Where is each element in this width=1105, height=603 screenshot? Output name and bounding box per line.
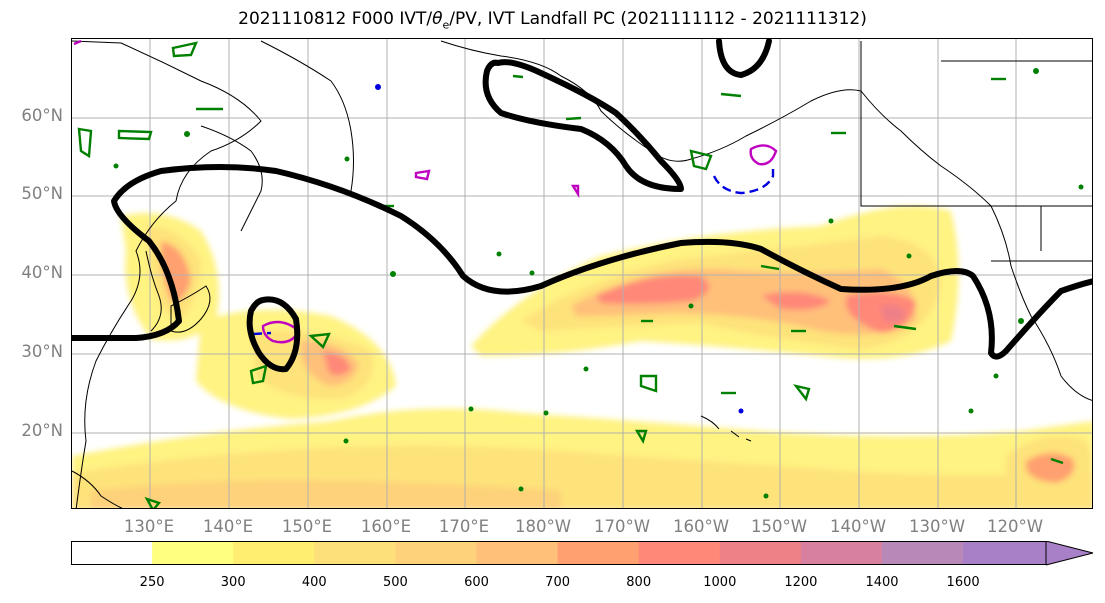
- blue-specks: [375, 84, 744, 414]
- colorbar-cell: [233, 541, 315, 565]
- colorbar-cell: [152, 541, 234, 565]
- ivt-shading: [72, 206, 1092, 508]
- colorbar-tick-label: 1400: [865, 575, 899, 590]
- colorbar-cell: [395, 541, 477, 565]
- pv-main-contour: [72, 164, 1092, 360]
- colorbar-cell: [476, 541, 559, 565]
- pv-kamchatka-contour: [716, 39, 772, 78]
- theta-e-blue-contours: [252, 169, 775, 336]
- pv-cutoff-low: [246, 296, 301, 373]
- colorbar-tick-label: 500: [382, 575, 408, 590]
- lon-label-180w: 180°W: [514, 517, 572, 536]
- lon-label-150e: 150°E: [281, 517, 333, 536]
- colorbar-tick-label: 250: [139, 575, 165, 590]
- coastlines: [72, 40, 1092, 508]
- pv-alaska-contour: [482, 59, 684, 192]
- lon-label-170e: 170°E: [438, 517, 490, 536]
- lat-label-50n: 50°N: [21, 184, 63, 203]
- lon-label-160e: 160°E: [360, 517, 412, 536]
- colorbar-cell: [71, 541, 153, 565]
- theta-e-contours: [77, 41, 1064, 508]
- map-title: 2021110812 F000 IVT/θe/PV, IVT Landfall …: [238, 9, 867, 32]
- contour-specks: [113, 68, 1084, 499]
- lon-label-140e: 140°E: [202, 517, 254, 536]
- theta-e-magenta-contours: [73, 39, 778, 344]
- lat-label-20n: 20°N: [21, 421, 63, 440]
- colorbar-tick-label: 400: [301, 575, 327, 590]
- colorbar-cell: [314, 541, 396, 565]
- colorbar-cell: [800, 541, 883, 565]
- lon-label-160w: 160°W: [672, 517, 730, 536]
- colorbar-tick-label: 1200: [784, 575, 818, 590]
- map-canvas: [72, 39, 1092, 508]
- colorbar-tick-label: 600: [464, 575, 489, 590]
- colorbar-cell: [882, 541, 964, 565]
- colorbar-cell: [719, 541, 802, 565]
- lon-label-140w: 140°W: [829, 517, 887, 536]
- lat-label-40n: 40°N: [21, 263, 63, 282]
- colorbar-tick-label: 1000: [703, 575, 737, 590]
- colorbar: [71, 540, 1101, 571]
- lon-label-130w: 130°W: [908, 517, 966, 536]
- lat-label-30n: 30°N: [21, 342, 63, 361]
- lon-label-120w: 120°W: [986, 517, 1044, 536]
- colorbar-cell: [638, 541, 721, 565]
- colorbar-tick-label: 800: [626, 575, 652, 590]
- colorbar-bar: [71, 540, 1094, 566]
- lon-label-150w: 150°W: [750, 517, 808, 536]
- lat-label-60n: 60°N: [21, 106, 63, 125]
- colorbar-tick-label: 300: [220, 575, 246, 590]
- colorbar-tick-label: 700: [545, 575, 571, 590]
- colorbar-tick-label: 1600: [946, 575, 980, 590]
- pv-contours: [72, 39, 1092, 373]
- lon-label-130e: 130°E: [123, 517, 175, 536]
- colorbar-cell: [963, 541, 1046, 565]
- colorbar-cell: [557, 541, 640, 565]
- lon-label-170w: 170°W: [593, 517, 651, 536]
- map-panel: [71, 38, 1093, 509]
